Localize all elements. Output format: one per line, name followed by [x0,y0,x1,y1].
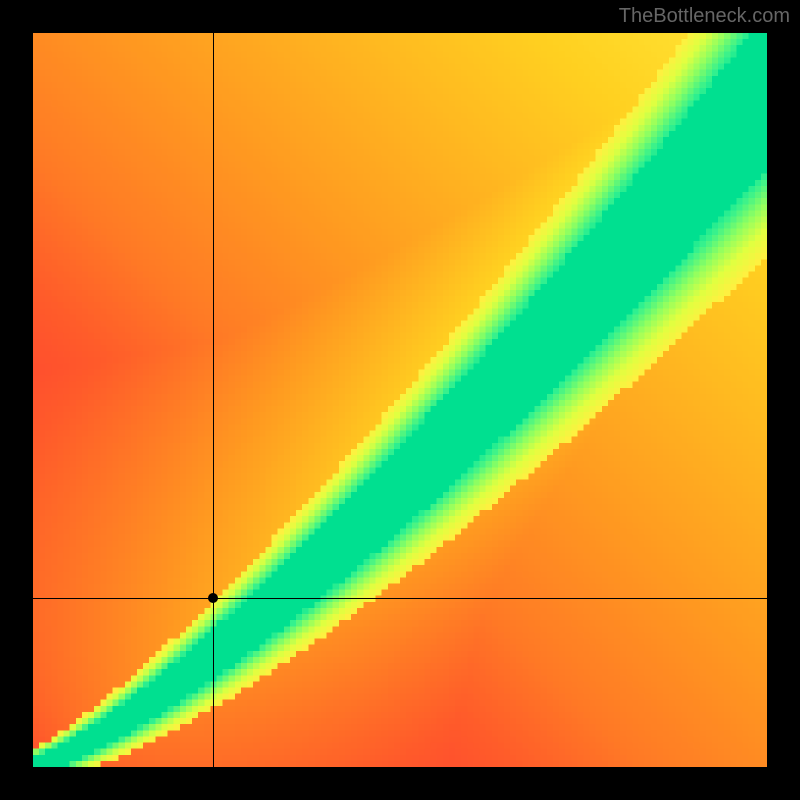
watermark-text: TheBottleneck.com [619,5,790,28]
chart-container: TheBottleneck.com [0,0,800,800]
crosshair-vertical [213,33,214,767]
crosshair-horizontal [33,598,767,599]
heatmap-canvas [33,33,767,767]
crosshair-marker [208,593,218,603]
plot-area [33,33,767,767]
